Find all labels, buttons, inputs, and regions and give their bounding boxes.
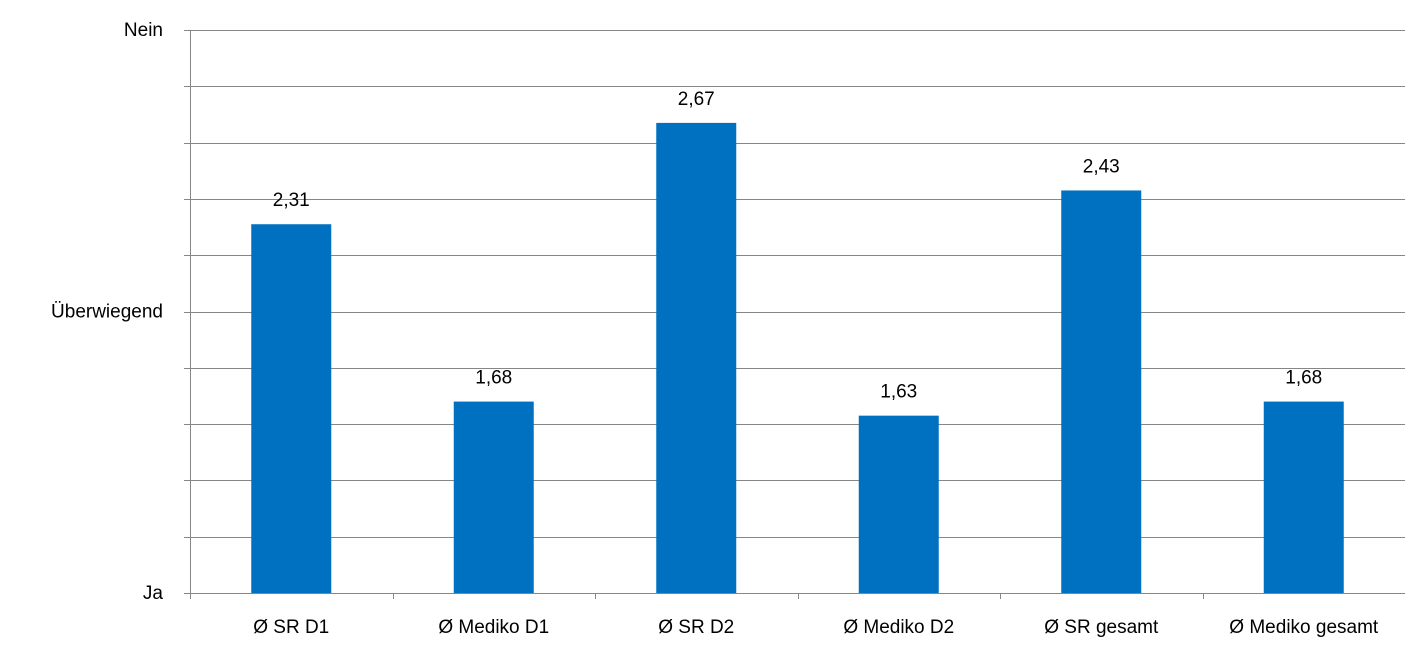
x-tick-label: Ø SR D2	[658, 617, 734, 638]
data-label: 2,31	[273, 190, 310, 211]
axes	[184, 30, 1405, 599]
bar	[251, 224, 332, 594]
bar	[1061, 190, 1142, 593]
data-label: 1,68	[475, 368, 512, 389]
y-tick-label: Überwiegend	[51, 302, 163, 323]
y-tick-label: Ja	[143, 583, 164, 604]
data-label: 2,67	[678, 89, 715, 110]
bar	[656, 122, 737, 594]
x-tick-label: Ø SR gesamt	[1044, 617, 1159, 638]
bar	[1263, 401, 1344, 593]
bar	[858, 415, 939, 593]
labels: Ja Überwiegend Nein 2,31 Ø SR D1 1,68 Ø Mediko…	[51, 20, 1379, 638]
gridlines	[184, 30, 1405, 538]
x-tick-label: Ø Mediko D2	[843, 617, 954, 638]
x-tick-label: Ø Mediko D1	[438, 617, 549, 638]
data-label: 2,43	[1083, 156, 1120, 177]
y-tick-label: Nein	[124, 20, 163, 41]
data-label: 1,63	[880, 382, 917, 403]
bar	[453, 401, 534, 593]
data-label: 1,68	[1285, 368, 1322, 389]
bars	[251, 122, 1344, 594]
x-tick-label: Ø Mediko gesamt	[1229, 617, 1379, 638]
x-tick-label: Ø SR D1	[253, 617, 329, 638]
